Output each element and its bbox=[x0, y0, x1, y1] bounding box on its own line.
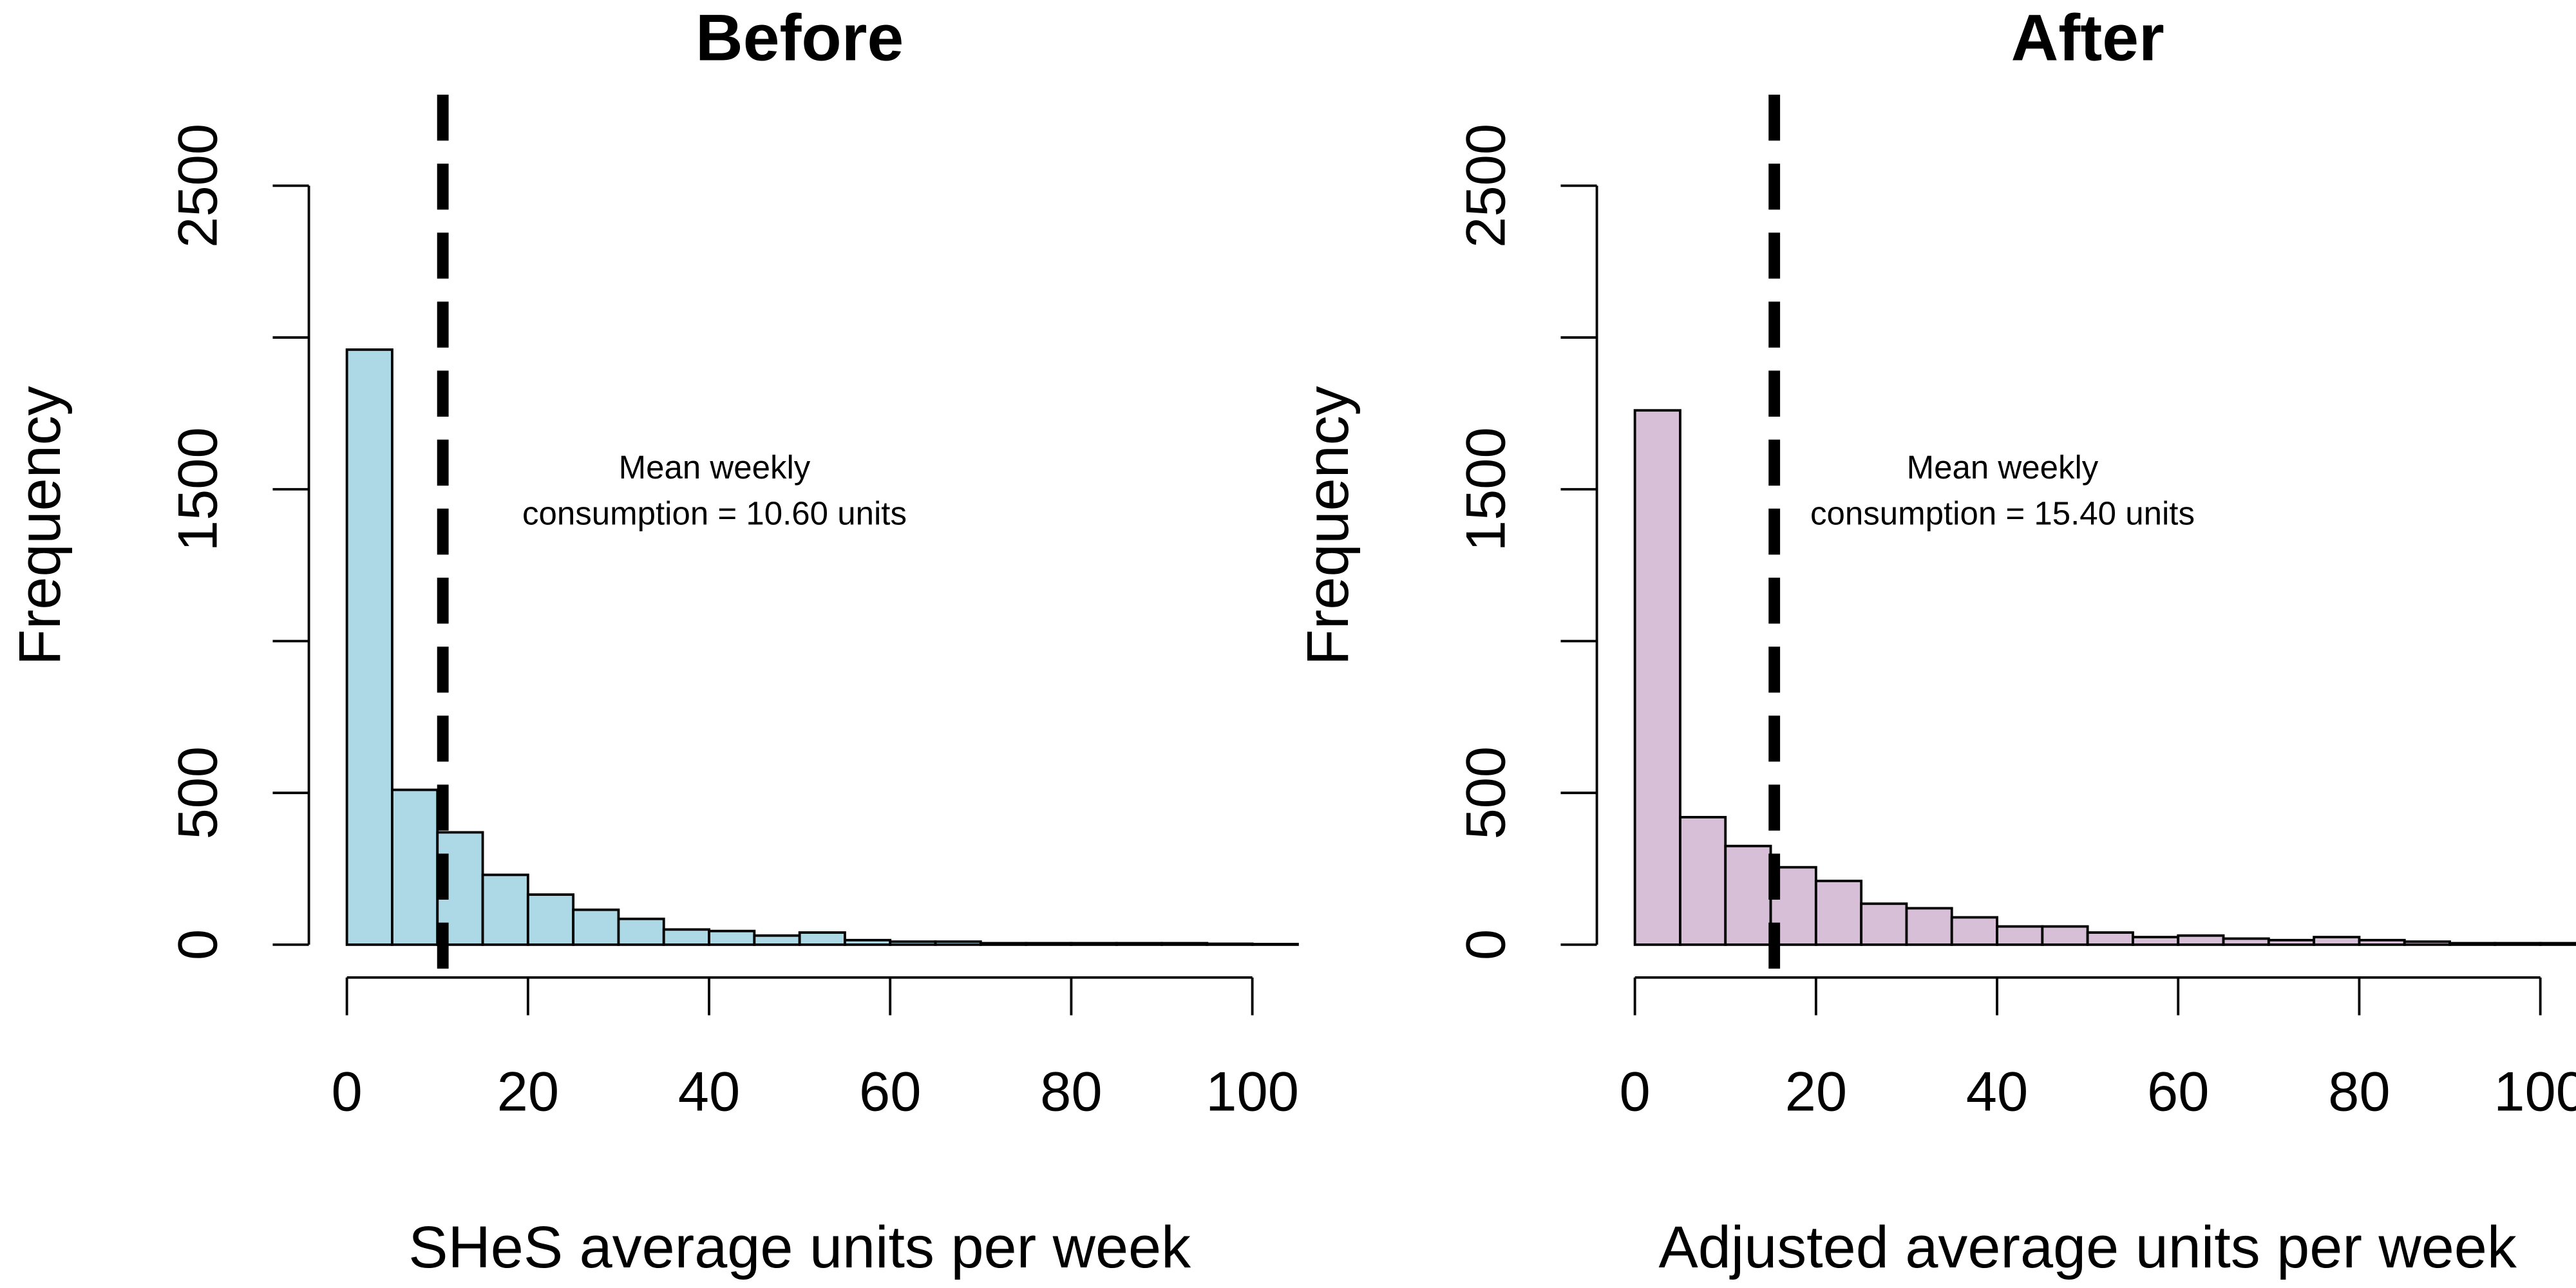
x-tick-label: 80 bbox=[2328, 1060, 2390, 1122]
bar bbox=[1814, 879, 1863, 946]
bar bbox=[2358, 938, 2406, 946]
annotation: Mean weekly bbox=[1907, 449, 2099, 486]
bar bbox=[662, 928, 710, 946]
x-tick-label: 100 bbox=[1206, 1060, 1299, 1122]
bar bbox=[844, 938, 892, 946]
panel: After 0 500 1500 2500 Frequency 0 20 40 60 80 100 Ad… bbox=[1295, 1, 2576, 1280]
x-axis-label: SHeS average units per week bbox=[408, 1215, 1191, 1280]
bar bbox=[2539, 942, 2576, 946]
bar bbox=[1633, 409, 1681, 946]
x-tick-label: 40 bbox=[678, 1060, 740, 1122]
panel-title: Before bbox=[696, 1, 904, 74]
bar bbox=[753, 934, 801, 946]
y-tick-label: 500 bbox=[1455, 746, 1517, 840]
bar bbox=[2267, 938, 2316, 946]
annotation: consumption = 15.40 units bbox=[1810, 495, 2195, 532]
bar bbox=[2403, 940, 2451, 946]
bar bbox=[1115, 942, 1163, 946]
bar bbox=[2041, 925, 2089, 946]
y-axis-label: Frequency bbox=[1295, 386, 1361, 665]
bar bbox=[1724, 844, 1772, 946]
bar bbox=[526, 893, 575, 946]
bar bbox=[617, 917, 665, 946]
bar bbox=[1025, 942, 1073, 946]
bar bbox=[2448, 942, 2497, 946]
panel: Before 0 500 1500 2500 Frequency 0 20 40 60 80 100 S… bbox=[7, 1, 1299, 1280]
x-tick-label: 40 bbox=[1966, 1060, 2028, 1122]
y-axis-label: Frequency bbox=[7, 386, 73, 665]
bar bbox=[391, 788, 439, 946]
y-tick-label: 2500 bbox=[1455, 124, 1517, 248]
bar bbox=[2313, 936, 2361, 946]
bar bbox=[1679, 815, 1727, 946]
x-tick-label: 0 bbox=[332, 1060, 363, 1122]
bar bbox=[2494, 942, 2542, 946]
bar bbox=[1070, 942, 1118, 946]
bar bbox=[934, 940, 982, 946]
x-tick-label: 20 bbox=[1785, 1060, 1847, 1122]
bar bbox=[2086, 931, 2134, 946]
panel-title: After bbox=[2011, 1, 2164, 74]
y-tick-label: 1500 bbox=[1455, 427, 1517, 551]
y-tick-label: 0 bbox=[1455, 929, 1517, 960]
x-tick-label: 60 bbox=[2147, 1060, 2209, 1122]
y-tick-label: 1500 bbox=[167, 427, 229, 551]
bar bbox=[1860, 902, 1908, 946]
bar bbox=[1206, 942, 1254, 946]
y-tick-label: 500 bbox=[167, 746, 229, 840]
bar bbox=[708, 929, 756, 946]
bar bbox=[1950, 916, 1998, 946]
bar bbox=[889, 940, 937, 946]
y-tick-label: 2500 bbox=[167, 124, 229, 248]
bar bbox=[1905, 907, 1953, 946]
annotation: consumption = 10.60 units bbox=[522, 495, 907, 532]
x-tick-label: 100 bbox=[2494, 1060, 2576, 1122]
bar bbox=[1996, 925, 2044, 946]
bar bbox=[2132, 936, 2180, 946]
annotation: Mean weekly bbox=[619, 449, 811, 486]
bar bbox=[798, 931, 846, 946]
bar bbox=[1251, 943, 1299, 946]
x-tick-label: 20 bbox=[497, 1060, 559, 1122]
y-tick-label: 0 bbox=[167, 929, 229, 960]
bar bbox=[2177, 934, 2225, 946]
bar bbox=[345, 348, 393, 946]
x-tick-label: 80 bbox=[1040, 1060, 1102, 1122]
x-tick-label: 60 bbox=[859, 1060, 921, 1122]
bar bbox=[2222, 937, 2270, 946]
bar bbox=[979, 942, 1028, 946]
x-tick-label: 0 bbox=[1620, 1060, 1651, 1122]
x-axis-label: Adjusted average units per week bbox=[1658, 1215, 2517, 1280]
bar bbox=[572, 908, 620, 946]
bar bbox=[481, 873, 529, 946]
bar bbox=[1160, 942, 1209, 946]
